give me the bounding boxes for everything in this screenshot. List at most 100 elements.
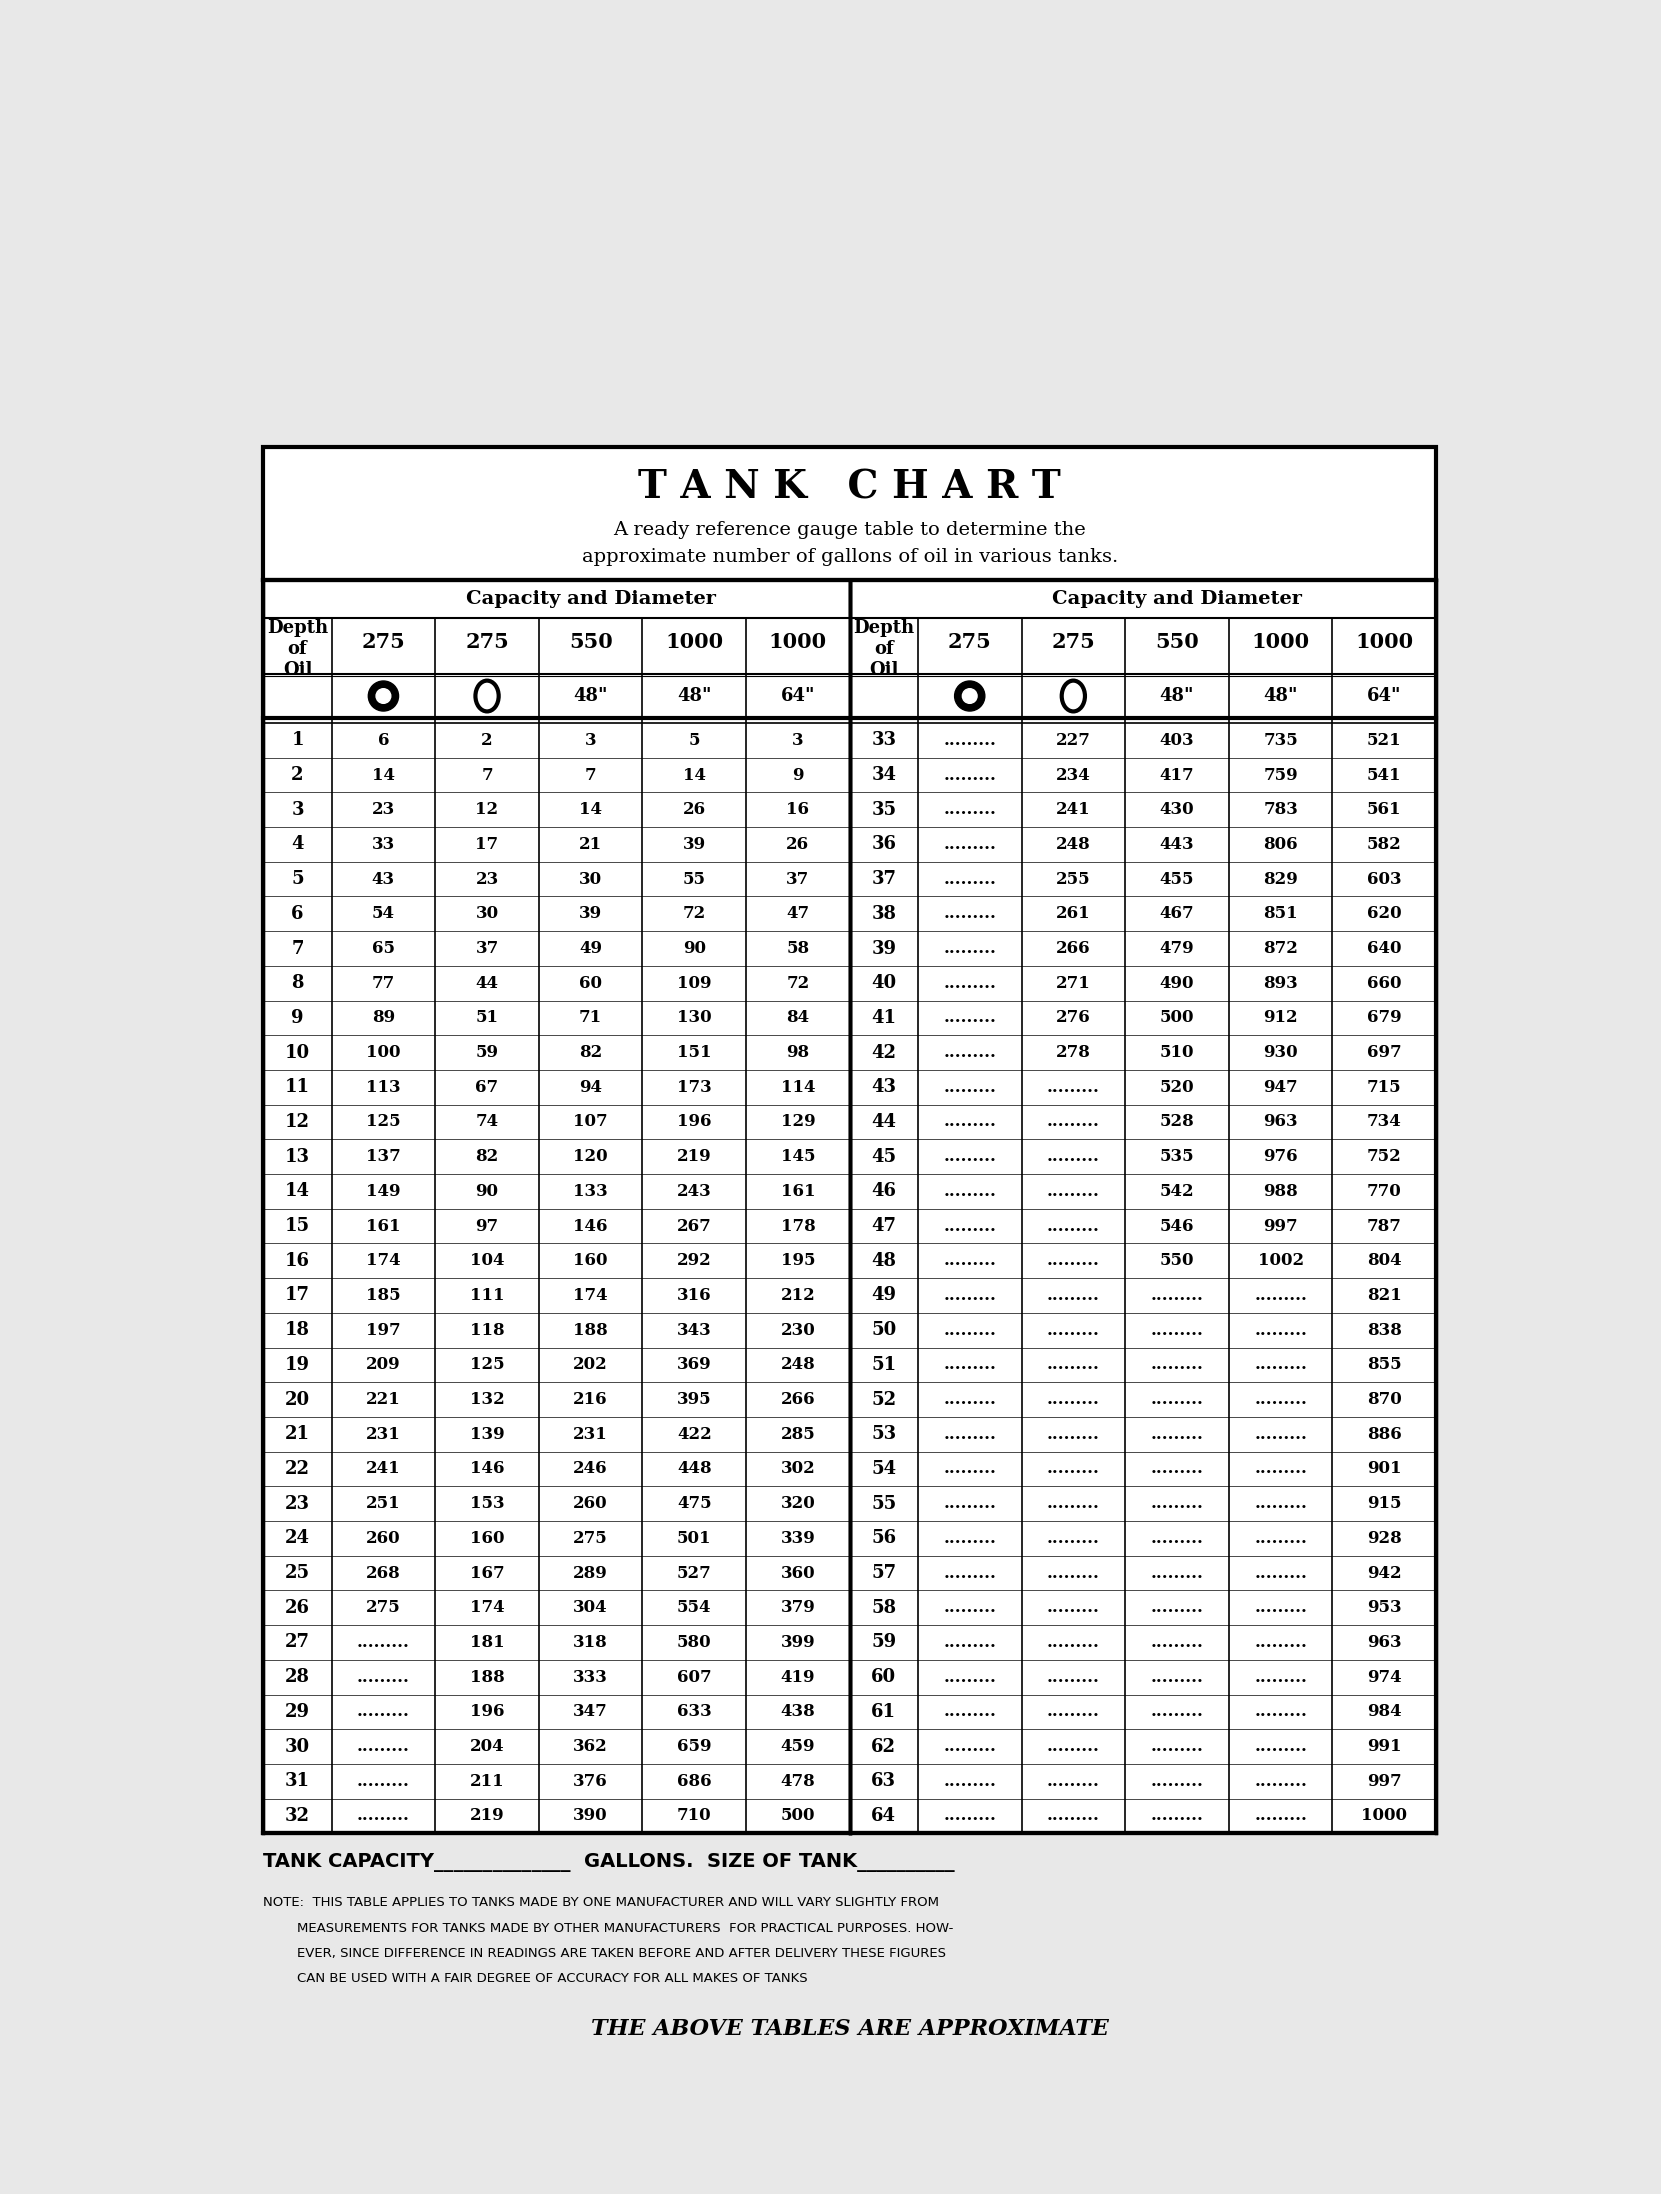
Text: 54: 54 [372, 906, 395, 921]
Text: 47: 47 [786, 906, 809, 921]
Text: 1000: 1000 [664, 632, 723, 652]
Text: .........: ......... [1046, 1115, 1100, 1130]
Text: 268: 268 [365, 1564, 400, 1582]
Text: 41: 41 [872, 1009, 897, 1027]
Text: 14: 14 [580, 801, 603, 818]
Text: .........: ......... [1046, 1356, 1100, 1373]
Text: 838: 838 [1367, 1321, 1402, 1338]
Text: 997: 997 [1367, 1773, 1402, 1790]
Text: 211: 211 [470, 1773, 505, 1790]
Text: 60: 60 [872, 1667, 897, 1687]
Text: .........: ......... [1151, 1808, 1203, 1825]
Text: 607: 607 [678, 1670, 711, 1685]
Text: 52: 52 [872, 1391, 897, 1409]
Text: 16: 16 [786, 801, 809, 818]
Text: 26: 26 [786, 836, 809, 853]
Text: 125: 125 [470, 1356, 505, 1373]
Text: 90: 90 [683, 939, 706, 957]
Text: 541: 541 [1367, 766, 1402, 783]
Text: 561: 561 [1367, 801, 1402, 818]
Text: .........: ......... [943, 939, 997, 957]
Text: 18: 18 [286, 1321, 311, 1338]
Text: 23: 23 [475, 871, 498, 889]
Text: 62: 62 [872, 1738, 897, 1755]
Text: 38: 38 [872, 904, 897, 924]
Text: 104: 104 [470, 1253, 505, 1270]
Text: .........: ......... [1254, 1738, 1307, 1755]
Text: .........: ......... [943, 1564, 997, 1582]
Text: 554: 554 [678, 1599, 711, 1617]
Text: 196: 196 [470, 1703, 505, 1720]
Text: 271: 271 [1056, 974, 1091, 992]
Text: .........: ......... [943, 906, 997, 921]
Text: 26: 26 [683, 801, 706, 818]
Text: 61: 61 [872, 1703, 897, 1720]
Text: 231: 231 [365, 1426, 400, 1444]
Text: 490: 490 [1159, 974, 1194, 992]
Text: 369: 369 [678, 1356, 711, 1373]
Text: CAN BE USED WITH A FAIR DEGREE OF ACCURACY FOR ALL MAKES OF TANKS: CAN BE USED WITH A FAIR DEGREE OF ACCURA… [264, 1972, 807, 1986]
Text: 550: 550 [1159, 1253, 1194, 1270]
Text: 3: 3 [792, 733, 804, 748]
Text: 501: 501 [678, 1529, 711, 1547]
Text: 51: 51 [475, 1009, 498, 1027]
Text: 821: 821 [1367, 1288, 1402, 1303]
Text: 82: 82 [580, 1044, 603, 1062]
Text: .........: ......... [1254, 1461, 1307, 1477]
Text: .........: ......... [1046, 1635, 1100, 1650]
Text: 227: 227 [1056, 733, 1091, 748]
Text: 212: 212 [781, 1288, 816, 1303]
Text: 963: 963 [1264, 1115, 1297, 1130]
Text: 550: 550 [1154, 632, 1199, 652]
Text: 29: 29 [286, 1703, 311, 1720]
Text: 90: 90 [475, 1183, 498, 1200]
Text: 991: 991 [1367, 1738, 1402, 1755]
Text: .........: ......... [1151, 1461, 1203, 1477]
Text: 48": 48" [1264, 687, 1297, 704]
Text: 125: 125 [365, 1115, 400, 1130]
Text: 231: 231 [573, 1426, 608, 1444]
Text: 71: 71 [580, 1009, 603, 1027]
Text: .........: ......... [1151, 1321, 1203, 1338]
Text: 44: 44 [872, 1112, 897, 1130]
Text: 241: 241 [365, 1461, 400, 1477]
Text: .........: ......... [1046, 1773, 1100, 1790]
Text: 603: 603 [1367, 871, 1402, 889]
Text: 37: 37 [475, 939, 498, 957]
Text: 23: 23 [286, 1494, 311, 1512]
Text: 160: 160 [573, 1253, 608, 1270]
Text: 275: 275 [573, 1529, 608, 1547]
Text: 710: 710 [678, 1808, 711, 1825]
Text: 37: 37 [872, 871, 897, 889]
Text: 988: 988 [1264, 1183, 1297, 1200]
Text: 275: 275 [365, 1599, 400, 1617]
Text: 275: 275 [1051, 632, 1095, 652]
Text: 43: 43 [872, 1077, 897, 1097]
Text: 241: 241 [1056, 801, 1091, 818]
Text: .........: ......... [943, 1321, 997, 1338]
Text: .........: ......... [1254, 1529, 1307, 1547]
Text: 302: 302 [781, 1461, 816, 1477]
Text: 928: 928 [1367, 1529, 1402, 1547]
Text: 82: 82 [475, 1147, 498, 1165]
Text: 196: 196 [678, 1115, 711, 1130]
Text: 752: 752 [1367, 1147, 1402, 1165]
Text: 55: 55 [870, 1494, 897, 1512]
Text: 9: 9 [792, 766, 804, 783]
Text: 459: 459 [781, 1738, 816, 1755]
Text: 360: 360 [781, 1564, 816, 1582]
Text: 24: 24 [286, 1529, 311, 1547]
Text: .........: ......... [1046, 1529, 1100, 1547]
Text: .........: ......... [1046, 1426, 1100, 1444]
Text: 59: 59 [475, 1044, 498, 1062]
Text: .........: ......... [943, 1703, 997, 1720]
Text: .........: ......... [1046, 1461, 1100, 1477]
Text: 851: 851 [1264, 906, 1297, 921]
Text: 3: 3 [291, 801, 304, 818]
Text: 161: 161 [781, 1183, 816, 1200]
Text: .........: ......... [943, 1288, 997, 1303]
Text: EVER, SINCE DIFFERENCE IN READINGS ARE TAKEN BEFORE AND AFTER DELIVERY THESE FIG: EVER, SINCE DIFFERENCE IN READINGS ARE T… [264, 1946, 947, 1959]
Text: .........: ......... [1254, 1426, 1307, 1444]
Text: 893: 893 [1264, 974, 1297, 992]
Text: .........: ......... [1151, 1391, 1203, 1409]
